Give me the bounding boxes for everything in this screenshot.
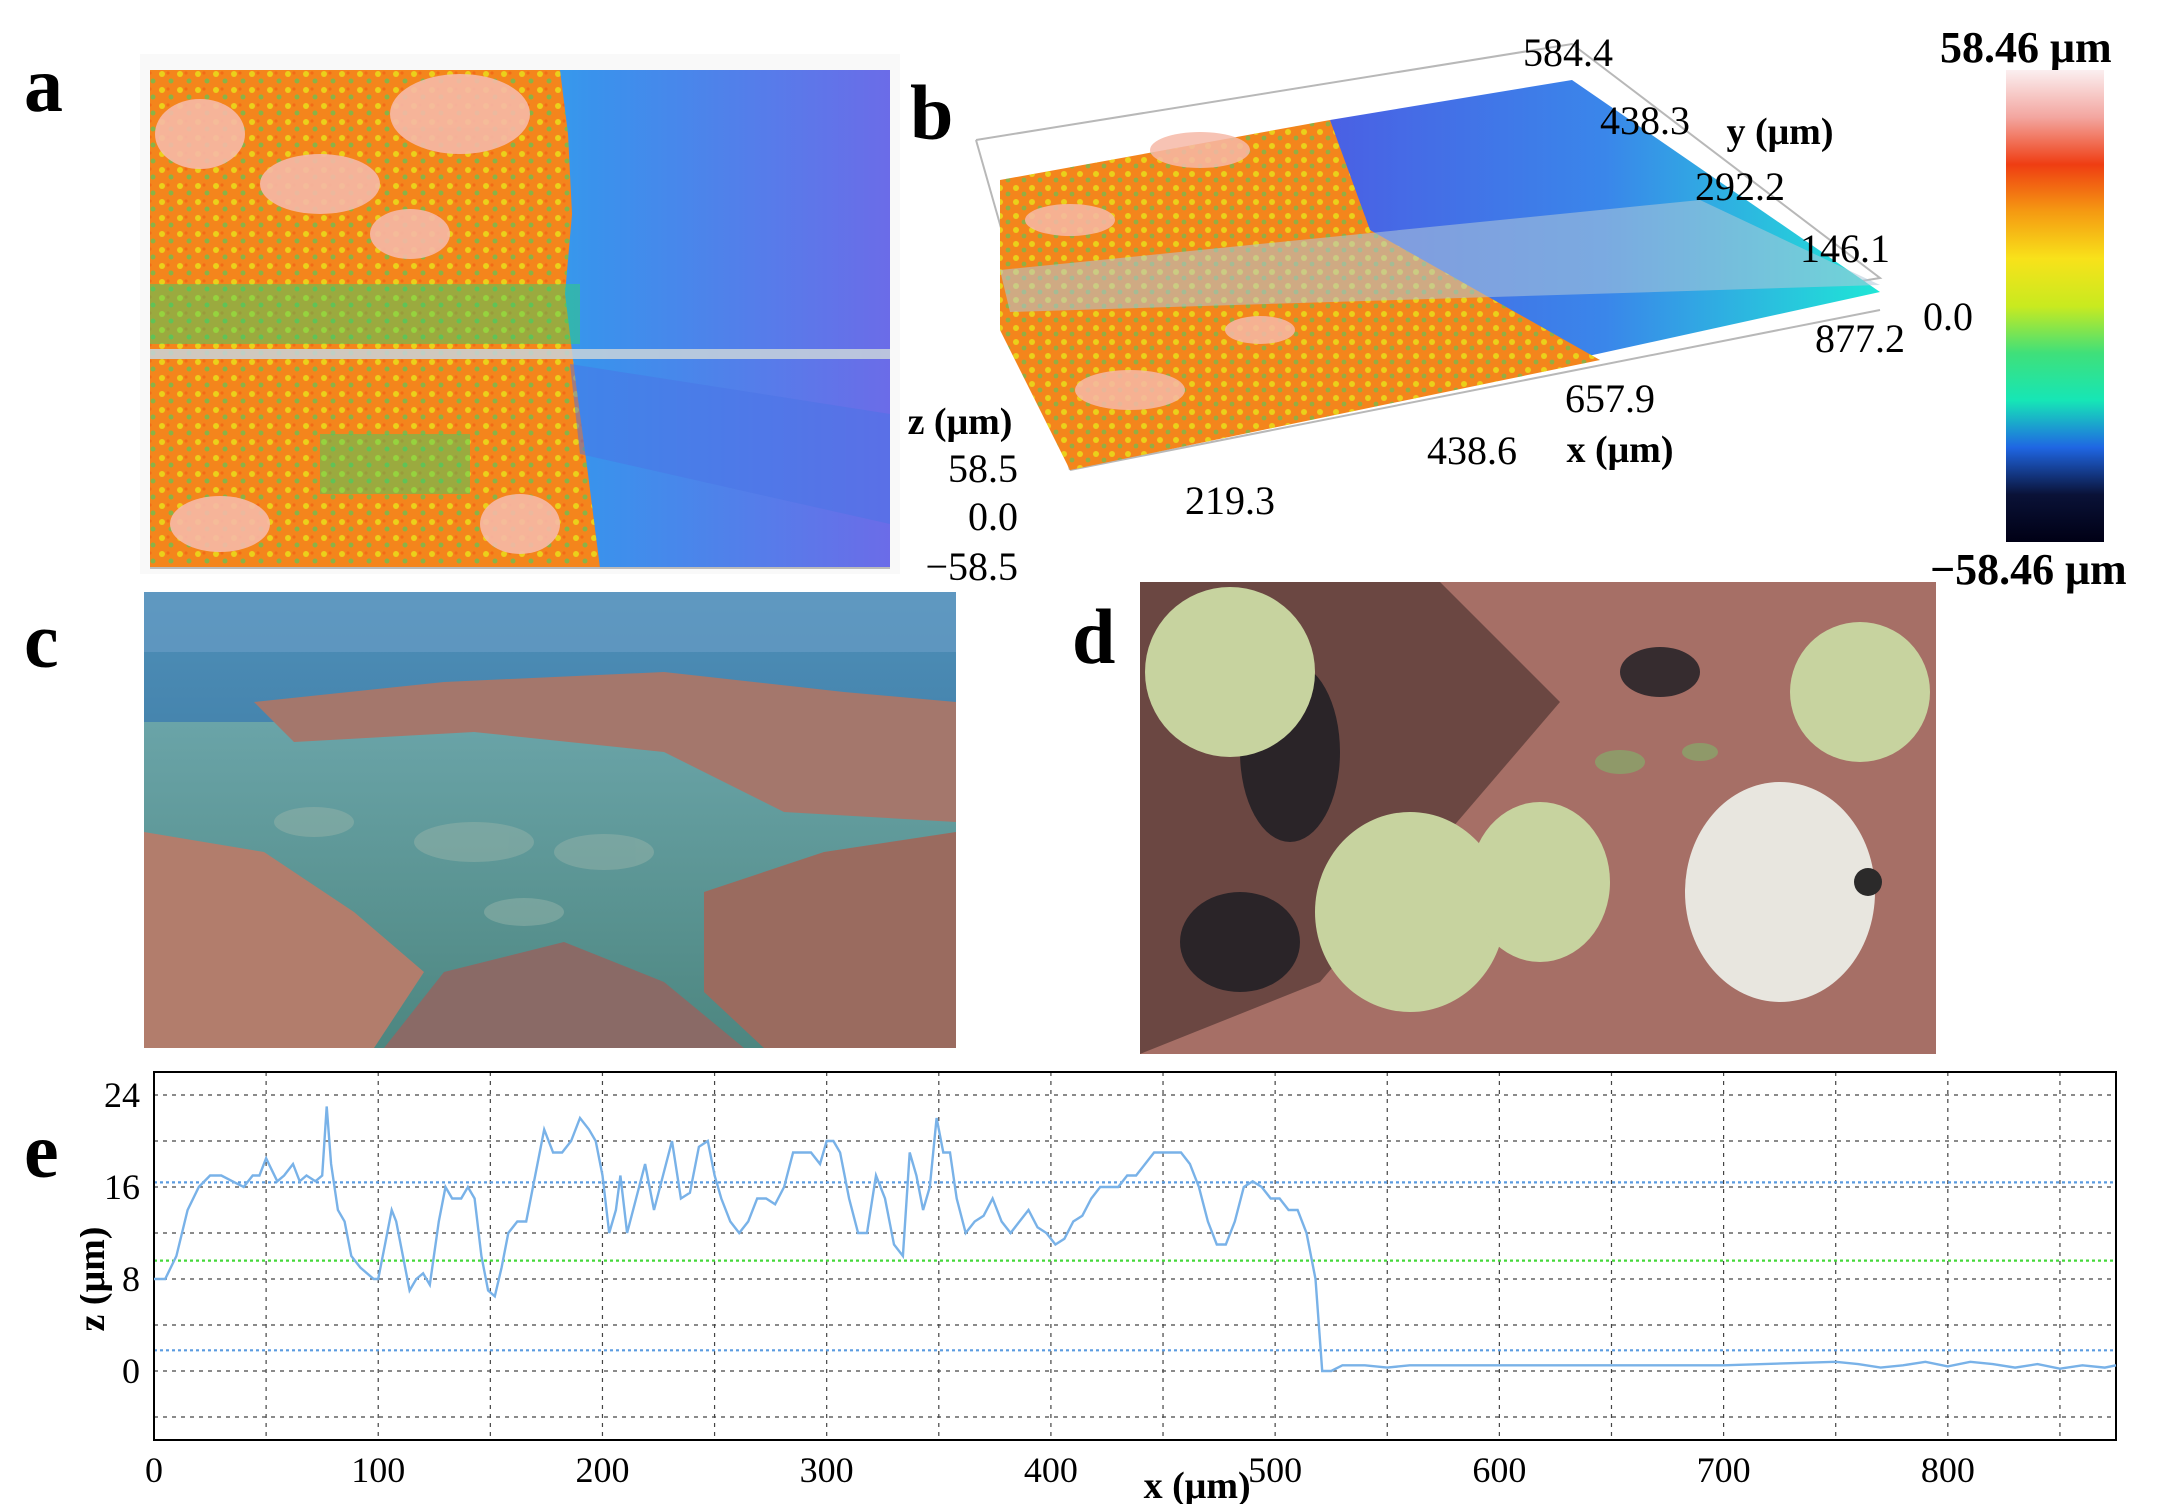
b-x-label: x (μm) [1566,429,1673,471]
b-x-tick-3: 219.3 [1185,478,1275,523]
b-y-tick-1: 438.3 [1600,98,1690,143]
x-tick-label: 400 [1024,1450,1078,1490]
b-y-tick-0: 584.4 [1523,30,1613,75]
b-y-tick-3: 146.1 [1800,226,1890,271]
y-tick-label: 16 [104,1167,140,1207]
b-z-tick-0: 58.5 [948,446,1018,491]
b-z-tick-2: −58.5 [925,544,1018,589]
b-z-label: z (μm) [908,401,1013,443]
panel-e-letter: e [24,1107,59,1194]
profile-line [154,1106,2117,1373]
b-y-label: y (μm) [1726,111,1833,153]
chart-reference-lines [154,1181,2116,1352]
x-tick-label: 800 [1921,1450,1975,1490]
x-tick-label: 700 [1697,1450,1751,1490]
chart-x-ticks: 0 100 200 300 400 500 600 700 800 [145,1450,1975,1490]
chart-grid [154,1072,2116,1440]
y-tick-label: 0 [122,1351,140,1391]
chart-y-ticks: 0 8 16 24 [104,1075,140,1391]
x-tick-label: 100 [351,1450,405,1490]
x-tick-label: 0 [145,1450,163,1490]
x-tick-label: 600 [1472,1450,1526,1490]
b-y-tick-2: 292.2 [1695,164,1785,209]
b-y-tick-4: 0.0 [1923,294,1973,339]
y-tick-label: 24 [104,1075,140,1115]
y-tick-label: 8 [122,1259,140,1299]
b-x-tick-0: 877.2 [1815,316,1905,361]
panel-b-letter: b [910,69,954,156]
colorbar-max-label: 58.46 μm [1940,23,2112,72]
x-tick-label: 300 [800,1450,854,1490]
panel-c-coast-photo [144,592,956,1048]
colorbar-min-label: −58.46 μm [1930,545,2127,594]
panel-c-letter: c [24,597,59,684]
chart-plot-frame [153,1071,2117,1441]
x-tick-label: 500 [1248,1450,1302,1490]
colorbar [2006,70,2104,542]
panel-d-letter: d [1072,593,1116,680]
b-z-tick-1: 0.0 [968,494,1018,539]
panel-a-heightmap [140,54,900,574]
chart-x-label: x (μm) [1144,1465,1251,1504]
panel-b-3d-surface: 584.4 438.3 y (μm) 292.2 146.1 0.0 877.2… [908,30,1973,589]
panel-d-oyster-photo [1140,582,1936,1054]
x-tick-label: 200 [575,1450,629,1490]
chart-y-label: z (μm) [80,1227,113,1332]
panel-a-letter: a [24,41,63,128]
b-x-tick-2: 438.6 [1427,428,1517,473]
b-x-tick-1: 657.9 [1565,376,1655,421]
